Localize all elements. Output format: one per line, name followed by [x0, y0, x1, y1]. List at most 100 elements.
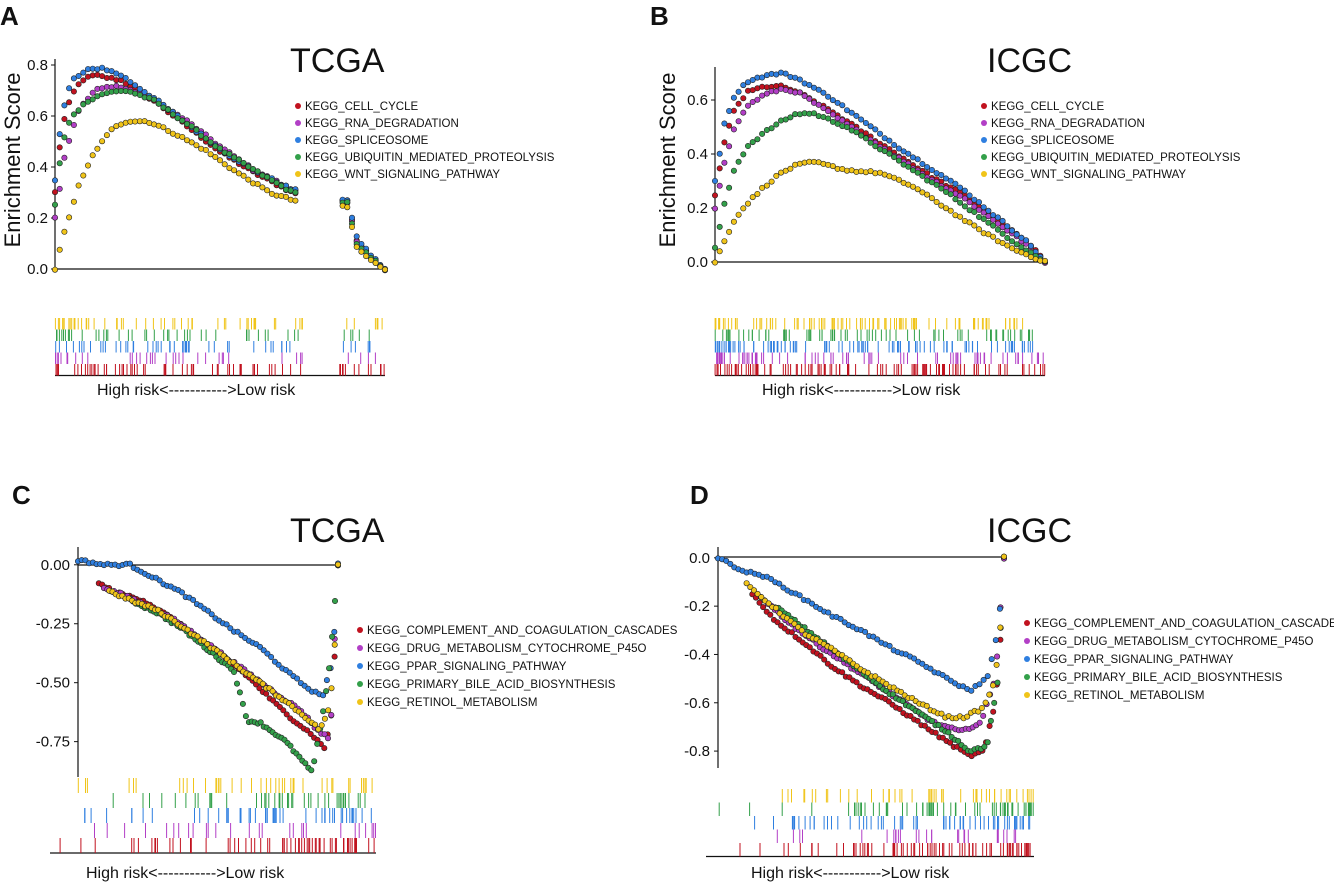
panel-a-points — [51, 64, 388, 274]
panel-b-point — [773, 121, 780, 128]
panel-b-y-tick-label: 0.4 — [687, 146, 708, 163]
panel-b-point — [872, 143, 879, 150]
panel-c-legend-marker-4 — [357, 681, 363, 687]
panel-c-point — [234, 628, 241, 635]
panel-c-point — [239, 700, 246, 707]
panel-c-point — [329, 633, 336, 640]
panel-c-legend-label-2: KEGG_DRUG_METABOLISM_CYTOCHROME_P45O — [367, 643, 647, 655]
panel-d-point — [897, 688, 904, 695]
panel-c-point — [268, 653, 275, 660]
panel-c-point — [331, 641, 338, 648]
panel-a-point — [89, 96, 96, 103]
panel-a-point — [174, 115, 181, 122]
panel-a-point — [51, 266, 58, 273]
panel-b-point — [740, 95, 747, 102]
panel-a-y-axis-label: Enrichment Score — [0, 73, 25, 248]
panel-c-point — [320, 708, 327, 715]
panel-a-point — [66, 99, 73, 106]
panel-d-point — [935, 721, 942, 728]
panel-c-point — [328, 711, 335, 718]
panel-b-point — [730, 126, 737, 133]
panel-d-point — [780, 584, 787, 591]
panel-a-point — [89, 152, 96, 159]
panel-d-point — [993, 661, 1000, 668]
panel-b-point — [806, 82, 813, 89]
panel-b-point — [730, 218, 737, 225]
panel-c-point — [223, 621, 230, 628]
panel-a-point — [75, 73, 82, 80]
panel-a-legend-marker-1 — [295, 103, 301, 109]
panel-a-point — [108, 74, 115, 81]
panel-d-legend-marker-4 — [1024, 674, 1030, 680]
panel-b-point — [999, 240, 1006, 247]
panel-d-point — [921, 722, 928, 729]
panel-a-point — [221, 161, 228, 168]
panel-c-point — [323, 688, 330, 695]
panel-b-point — [749, 194, 756, 201]
panel-a-point — [202, 147, 209, 154]
panel-a-point — [240, 160, 247, 167]
panel-b-point — [1004, 223, 1011, 230]
panel-b-point — [759, 74, 766, 81]
panel-a-point — [70, 198, 77, 205]
panel-b-legend-marker-2 — [981, 120, 987, 126]
panel-b-point — [749, 77, 756, 84]
panel-c-point — [256, 685, 263, 692]
panel-a-title: TCGA — [290, 42, 385, 80]
panel-b-point — [768, 125, 775, 132]
panel-b-point — [759, 130, 766, 137]
panel-b-point — [1018, 234, 1025, 241]
panel-d-point — [982, 699, 989, 706]
panel-d-point — [943, 674, 950, 681]
panel-a-point — [240, 172, 247, 179]
panel-a: A TCGA Enrichment Score KEGG_CELL_CYCLE … — [0, 1, 555, 399]
panel-b-point — [726, 108, 733, 115]
panel-b-point — [829, 163, 836, 170]
panel-d-point — [919, 660, 926, 667]
panel-b-point — [980, 204, 987, 211]
panel-b-point — [971, 203, 978, 210]
panel-b-point — [716, 223, 723, 230]
panel-c-legend-label-5: KEGG_RETINOL_METABOLISM — [367, 697, 537, 709]
panel-a-point — [353, 233, 360, 240]
panel-d-point — [788, 629, 795, 636]
panel-b-point — [947, 177, 954, 184]
panel-a-point — [353, 243, 360, 250]
panel-b-point — [848, 109, 855, 116]
panel-a-legend-label-4: KEGG_UBIQUITIN_MEDIATED_PROTEOLYSIS — [305, 152, 555, 164]
panel-d-point — [837, 615, 844, 622]
panel-d-point — [911, 655, 918, 662]
panel-c-point — [227, 625, 234, 632]
panel-b-point — [947, 191, 954, 198]
panel-c-point — [321, 731, 328, 738]
panel-d-point — [986, 691, 993, 698]
panel-a-point — [80, 101, 87, 108]
panel-c: C TCGA KEGG_COMPLEMENT_AND_COAGULATION_C… — [12, 480, 678, 882]
panel-b-legend-marker-1 — [981, 103, 987, 109]
panel-b-point — [1004, 242, 1011, 249]
panel-c-point — [315, 726, 322, 733]
panel-d-y-tick-label: 0.0 — [689, 550, 710, 567]
panel-b-point — [858, 116, 865, 123]
panel-b-point — [952, 196, 959, 203]
panel-letter-c: C — [12, 480, 31, 510]
panel-d-point — [947, 739, 954, 746]
panel-a-point — [363, 253, 370, 260]
panel-c-point — [331, 597, 338, 604]
panel-a-point — [61, 154, 68, 161]
panel-a-point — [179, 134, 186, 141]
panel-b-legend-label-4: KEGG_UBIQUITIN_MEDIATED_PROTEOLYSIS — [991, 152, 1241, 164]
panel-d-point — [817, 652, 824, 659]
panel-a-point — [56, 246, 63, 253]
panel-b-point — [711, 178, 718, 185]
panel-b-legend-label-1: KEGG_CELL_CYCLE — [991, 101, 1104, 113]
panel-b-point — [961, 195, 968, 202]
panel-b-legend-label-5: KEGG_WNT_SIGNALING_PATHWAY — [991, 169, 1186, 181]
panel-d-point — [914, 717, 921, 724]
panel-d-point — [774, 619, 781, 626]
panel-b-point — [721, 200, 728, 207]
panel-b-point — [938, 172, 945, 179]
panel-d-point — [981, 743, 988, 750]
panel-letter-d: D — [690, 480, 709, 510]
panel-a-point — [278, 182, 285, 189]
